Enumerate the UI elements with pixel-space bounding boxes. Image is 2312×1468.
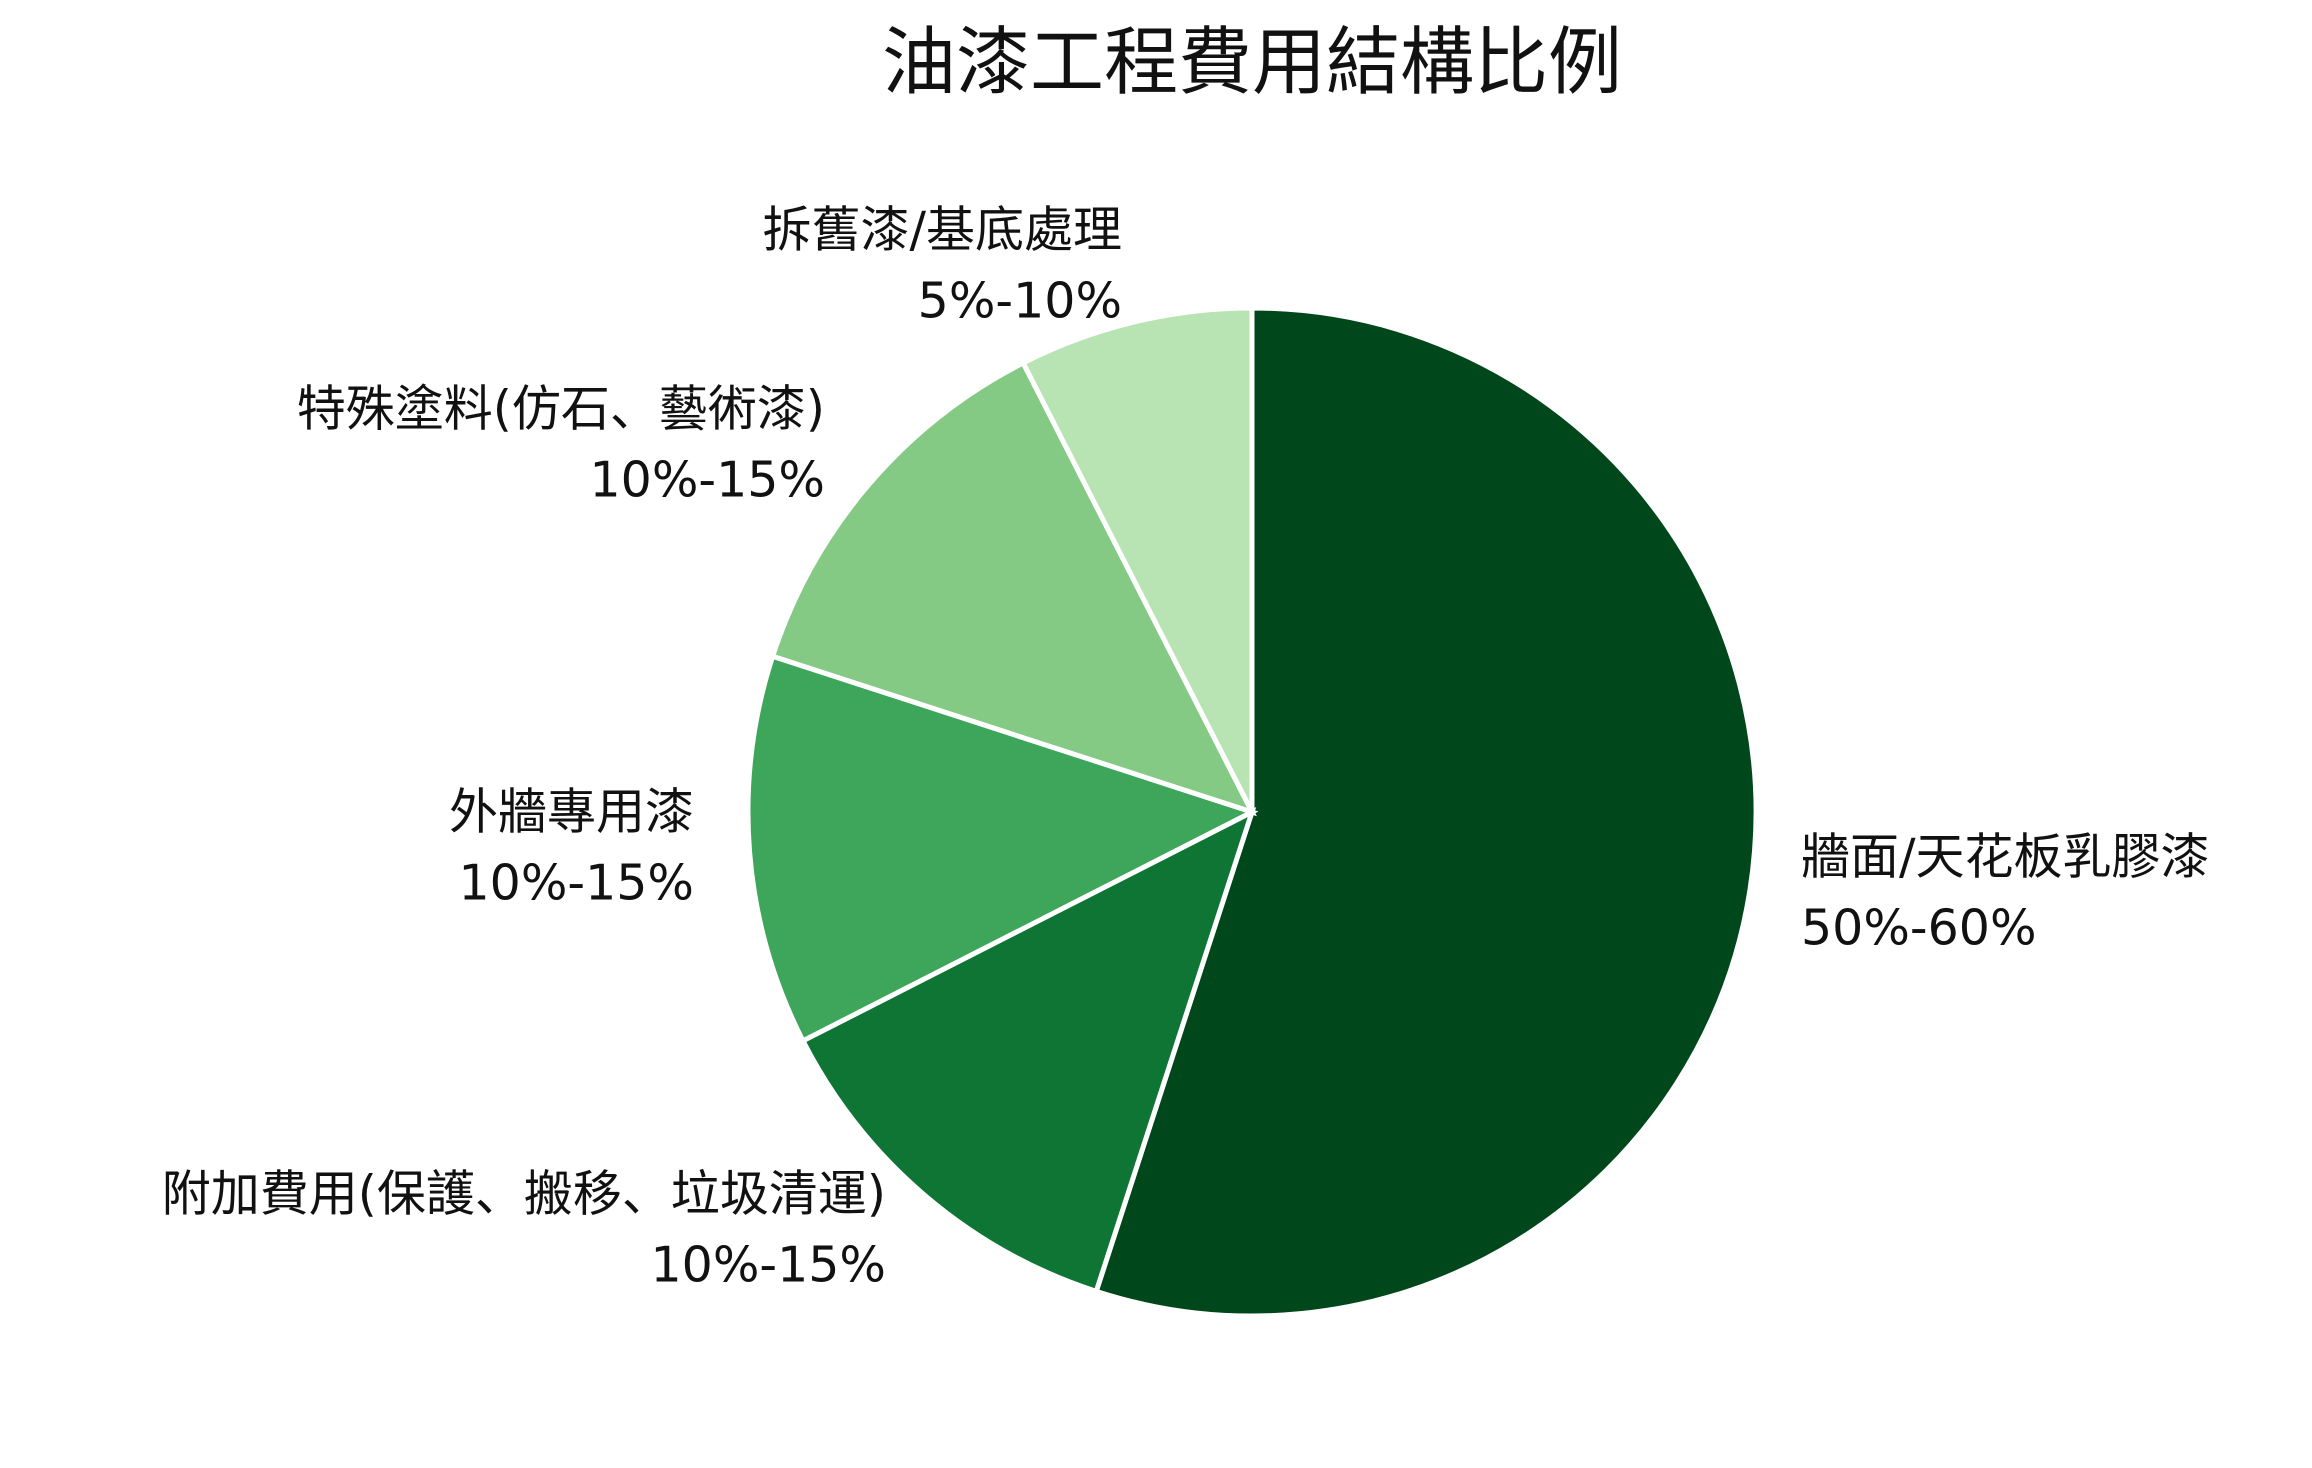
value-label: 10%-15%: [650, 1237, 886, 1294]
slice-label: 牆面/天花板乳膠漆: [1801, 829, 2210, 886]
value-label: 10%-15%: [458, 855, 694, 912]
pie-slice: [799, 807, 1257, 1295]
slice-label: 外牆專用漆: [449, 784, 694, 841]
value-label: 50%-60%: [1801, 900, 2037, 957]
pie-slice: [769, 359, 1257, 817]
slice-label: 特殊塗料(仿石、藝術漆): [297, 381, 825, 438]
pie-slice: [745, 653, 1259, 1045]
value-label: 10%-15%: [589, 452, 825, 509]
slice-label: 附加費用(保護、搬移、垃圾清運): [162, 1166, 886, 1223]
chart-title: 油漆工程費用結構比例: [882, 20, 1622, 106]
pie-slice: [1093, 305, 1759, 1319]
pie-slice: [1019, 305, 1255, 814]
value-label: 5%-10%: [918, 273, 1122, 330]
slice-label: 拆舊漆/基底處理: [762, 202, 1122, 259]
